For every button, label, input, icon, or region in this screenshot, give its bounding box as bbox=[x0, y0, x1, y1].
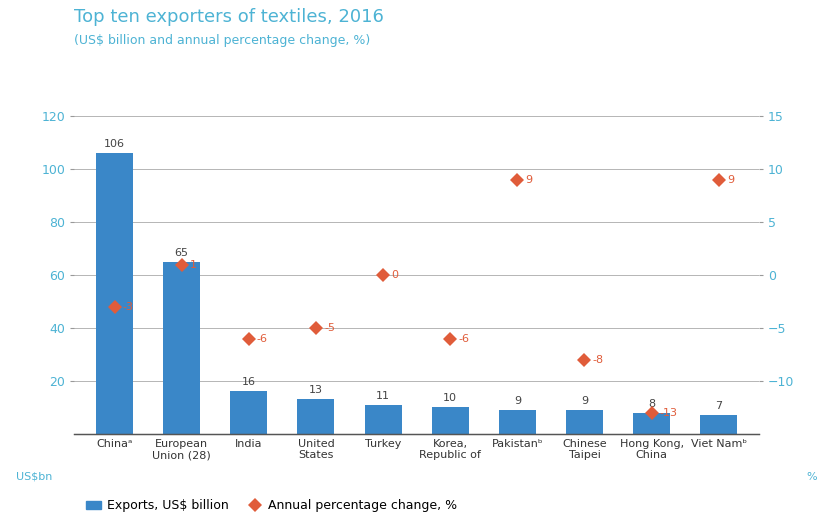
Bar bbox=[230, 391, 267, 434]
Text: -5: -5 bbox=[324, 323, 335, 333]
Text: 106: 106 bbox=[104, 140, 125, 149]
Bar bbox=[96, 153, 133, 434]
Text: 13: 13 bbox=[309, 386, 323, 396]
Text: 8: 8 bbox=[648, 399, 655, 408]
Bar bbox=[298, 399, 334, 434]
Text: 65: 65 bbox=[175, 248, 189, 258]
Bar bbox=[163, 262, 200, 434]
Text: -6: -6 bbox=[458, 334, 469, 343]
Text: 16: 16 bbox=[242, 378, 256, 387]
Text: 7: 7 bbox=[715, 402, 722, 412]
Text: -8: -8 bbox=[592, 355, 604, 364]
Text: 9: 9 bbox=[727, 175, 734, 185]
Text: 11: 11 bbox=[376, 391, 390, 401]
Text: 9: 9 bbox=[526, 175, 532, 185]
Bar bbox=[431, 407, 469, 434]
Text: -3: -3 bbox=[123, 302, 134, 312]
Bar bbox=[499, 410, 535, 434]
Bar bbox=[566, 410, 603, 434]
Text: 9: 9 bbox=[514, 396, 521, 406]
Text: -6: -6 bbox=[257, 334, 268, 343]
Text: Top ten exporters of textiles, 2016: Top ten exporters of textiles, 2016 bbox=[74, 8, 384, 26]
Text: 0: 0 bbox=[391, 270, 398, 280]
Text: 10: 10 bbox=[443, 394, 457, 403]
Text: %: % bbox=[807, 472, 818, 482]
Text: -13: -13 bbox=[660, 408, 677, 417]
Bar bbox=[700, 415, 738, 434]
Text: 1: 1 bbox=[190, 260, 196, 269]
Bar bbox=[365, 405, 402, 434]
Text: 9: 9 bbox=[581, 396, 588, 406]
Text: (US$ billion and annual percentage change, %): (US$ billion and annual percentage chang… bbox=[74, 34, 370, 48]
Text: US$bn: US$bn bbox=[16, 472, 53, 482]
Legend: Exports, US$ billion, Annual percentage change, %: Exports, US$ billion, Annual percentage … bbox=[81, 495, 463, 517]
Bar bbox=[633, 413, 670, 434]
